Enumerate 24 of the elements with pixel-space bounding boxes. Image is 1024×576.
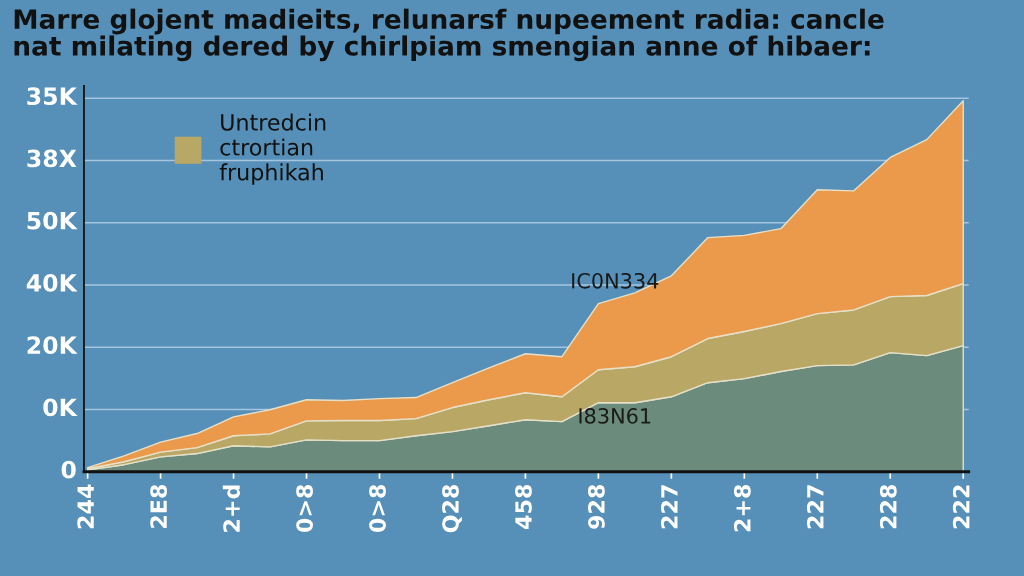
x-tick-label: 2+8 [733, 484, 751, 532]
text: 0K [43, 398, 78, 417]
x-tick-label: 0>8 [369, 484, 386, 533]
x-tick-label: 227 [806, 485, 824, 529]
text: 0 [61, 460, 76, 479]
x-tick-label: 228 [879, 484, 897, 529]
text: 35K [27, 87, 78, 106]
annotation: I83N61 [579, 408, 651, 424]
x-tick-label: 0>8 [296, 484, 313, 533]
x-tick-label: 458 [515, 484, 532, 529]
annotation: IC0N334 [572, 272, 659, 289]
x-tick-label: 222 [952, 485, 970, 529]
x-tick-label: 2+d [222, 485, 240, 532]
text: 20K [27, 336, 78, 355]
x-tick-label: Q28 [442, 484, 462, 533]
text: 38X [27, 149, 77, 168]
text: 50K [27, 211, 78, 230]
text: 40K [26, 274, 78, 292]
x-tick-label: 928 [588, 484, 605, 529]
x-tick-label: 244 [77, 484, 94, 529]
chart-title: Marre glojent madieits, relunarsf nupeement radia: cancle nat milating dered by chirlpiam smengian anne of hibaer: [14, 8, 884, 62]
legend-label: Untredcin ctrortian fruphikah [219, 113, 326, 185]
x-tick-label: 227 [661, 485, 678, 529]
x-tick-label: 2E8 [150, 484, 168, 528]
